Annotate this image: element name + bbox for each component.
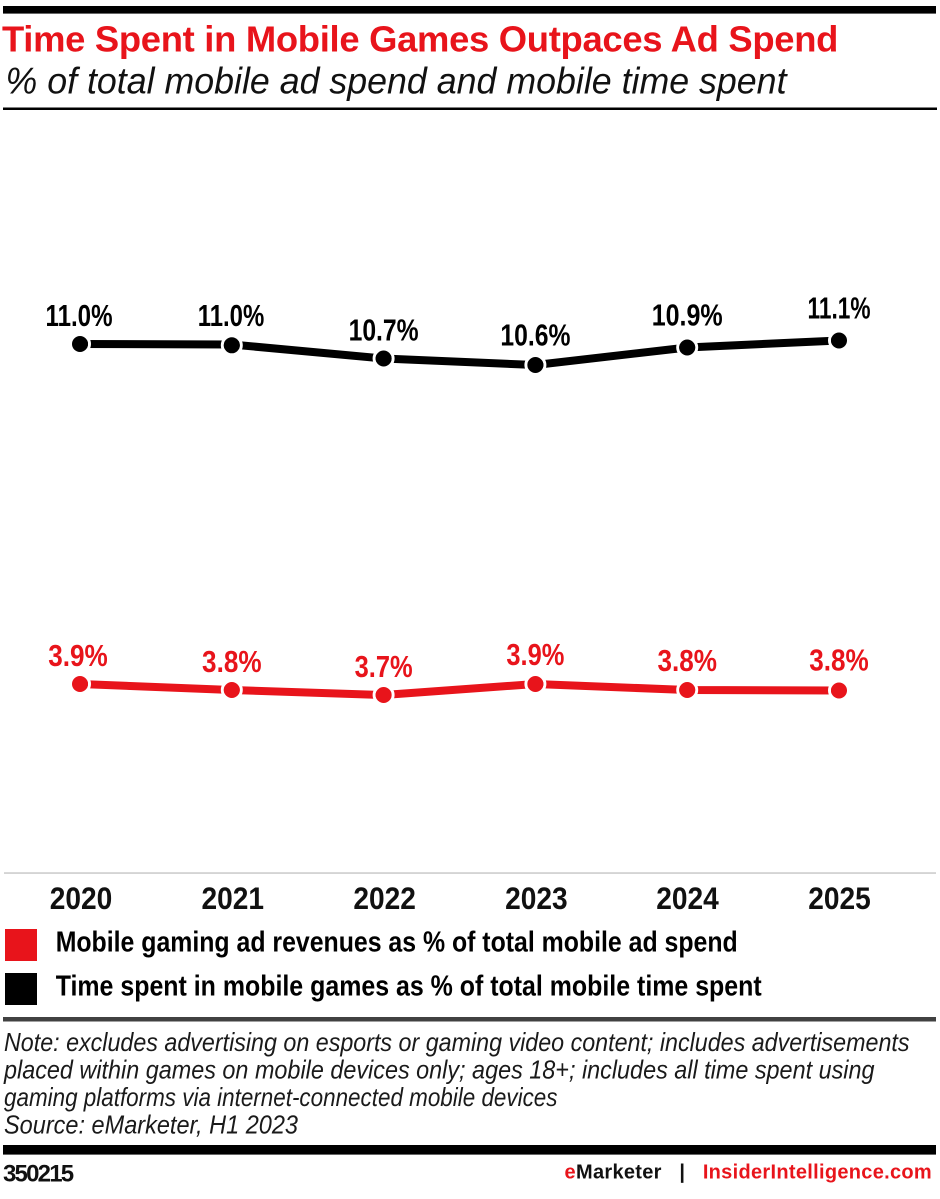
svg-text:gaming platforms via internet-: gaming platforms via internet-connected …: [4, 1082, 558, 1112]
svg-text:Source: eMarketer, H1 2023: Source: eMarketer, H1 2023: [4, 1110, 298, 1140]
svg-text:Note: excludes advertising on: Note: excludes advertising on esports or…: [4, 1027, 910, 1057]
svg-text:10.9%: 10.9%: [652, 297, 723, 332]
svg-text:11.1%: 11.1%: [808, 290, 871, 325]
svg-text:2022: 2022: [353, 880, 416, 916]
svg-text:% of total mobile ad spend and: % of total mobile ad spend and mobile ti…: [6, 60, 789, 101]
svg-text:2025: 2025: [808, 880, 871, 916]
svg-text:2020: 2020: [50, 880, 113, 916]
svg-text:2023: 2023: [505, 880, 568, 916]
svg-text:2024: 2024: [656, 880, 719, 916]
svg-text:3.8%: 3.8%: [202, 644, 262, 679]
svg-text:350215: 350215: [3, 1160, 74, 1187]
svg-text:2021: 2021: [202, 880, 265, 916]
svg-text:10.7%: 10.7%: [349, 312, 419, 347]
svg-text:3.8%: 3.8%: [657, 643, 717, 678]
svg-text:3.9%: 3.9%: [48, 638, 108, 673]
svg-text:3.7%: 3.7%: [355, 649, 413, 684]
svg-text:11.0%: 11.0%: [46, 298, 113, 333]
svg-text:placed within games on mobile: placed within games on mobile devices on…: [3, 1055, 875, 1085]
svg-text:10.6%: 10.6%: [500, 317, 570, 352]
svg-text:Time Spent in Mobile Games Out: Time Spent in Mobile Games Outpaces Ad S…: [2, 19, 838, 60]
svg-text:Mobile gaming ad revenues as %: Mobile gaming ad revenues as % of total …: [56, 927, 738, 959]
svg-text:3.9%: 3.9%: [506, 637, 564, 672]
svg-text:3.8%: 3.8%: [809, 642, 869, 677]
svg-text:eMarketer | InsiderIntelli: eMarketer | InsiderIntelligence.com: [565, 1161, 932, 1183]
svg-text:11.0%: 11.0%: [198, 298, 265, 333]
svg-text:Time spent in mobile games as: Time spent in mobile games as % of total…: [56, 971, 762, 1003]
